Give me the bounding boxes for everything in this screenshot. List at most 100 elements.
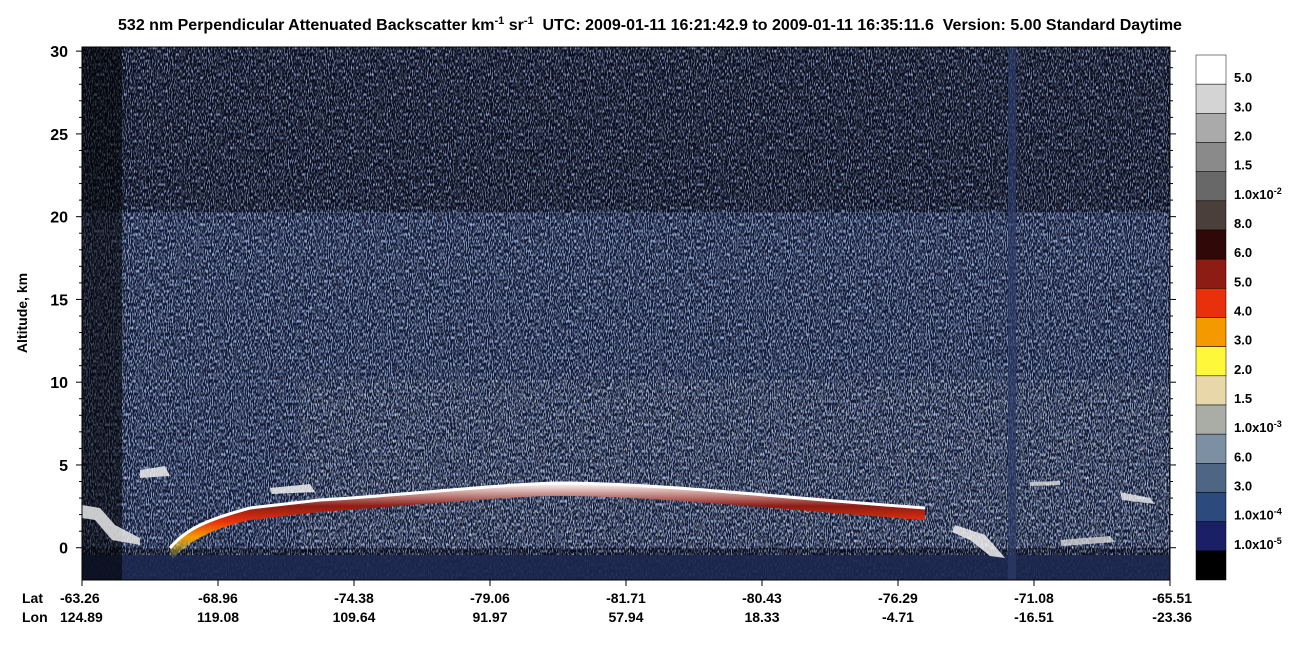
x-tick-label: 119.08: [197, 609, 239, 625]
y-tick-label: 15: [50, 292, 68, 309]
colorbar-label-text: 8.0: [1234, 216, 1252, 231]
colorbar-label-superscript: -3: [1274, 419, 1282, 429]
colorbar-label: 5.0: [1234, 274, 1252, 289]
cloud-feature: [1060, 536, 1115, 546]
colorbar-label: 1.0x10-3: [1234, 419, 1282, 435]
colorbar-swatch: [1195, 492, 1227, 522]
x-tick-label: -68.96: [198, 590, 238, 606]
colorbar-label: 6.0: [1234, 245, 1252, 260]
colorbar-swatch: [1195, 433, 1227, 464]
colorbar-label: 3.0: [1234, 333, 1252, 348]
colorbar-label-text: 1.0x10: [1234, 508, 1274, 523]
colorbar-label: 4.0: [1234, 304, 1252, 319]
colorbar-label-superscript: -4: [1274, 507, 1282, 517]
y-tick-label: 0: [59, 541, 68, 558]
data-gap-stripe: [1008, 47, 1016, 580]
title-superscript: -1: [494, 15, 504, 27]
x-tick-label: -23.36: [1152, 609, 1192, 625]
x-tick-label: -71.08: [1014, 590, 1054, 606]
colorbar-swatch: [1195, 346, 1227, 377]
x-tick-label: -65.51: [1152, 590, 1192, 606]
x-tick-label: -16.51: [1014, 609, 1054, 625]
colorbar-swatch: [1195, 463, 1227, 493]
title-part: 532 nm Perpendicular Attenuated Backscat…: [118, 17, 494, 34]
cloud-feature: [1030, 481, 1060, 486]
x-row-name: Lon: [22, 609, 48, 625]
colorbar-label: 8.0: [1234, 216, 1252, 231]
colorbar-label: 1.5: [1234, 391, 1252, 406]
colorbar-label: 3.0: [1234, 99, 1252, 114]
colorbar-label: 1.0x10-5: [1234, 536, 1282, 552]
subsurface: [82, 555, 1170, 580]
colorbar-label: 1.0x10-4: [1234, 507, 1282, 523]
colorbar-label: 1.5: [1234, 158, 1252, 173]
title-superscript: -1: [524, 15, 534, 27]
cloud-feature: [140, 466, 170, 478]
x-tick-label: 91.97: [472, 609, 507, 625]
colorbar-label-text: 1.0x10: [1234, 420, 1274, 435]
x-tick-label: 18.33: [744, 609, 779, 625]
colorbar-label-text: 3.0: [1234, 479, 1252, 494]
colorbar-swatch: [1195, 521, 1227, 552]
cloud-feature: [952, 525, 1005, 558]
cloud-feature: [270, 484, 315, 494]
colorbar-swatch: [1195, 142, 1227, 172]
colorbar-label: 2.0: [1234, 362, 1252, 377]
colorbar-swatch: [1195, 54, 1227, 85]
cloud-feature: [82, 505, 140, 545]
colorbar-swatch: [1195, 229, 1227, 260]
colorbar-swatch: [1195, 113, 1227, 143]
colorbar-label-text: 1.0x10: [1234, 537, 1274, 552]
colorbar-swatch: [1195, 200, 1227, 231]
colorbar-swatch: [1195, 171, 1227, 202]
colorbar-label-text: 2.0: [1234, 362, 1252, 377]
colorbar-label-text: 6.0: [1234, 245, 1252, 260]
colorbar-swatch: [1195, 550, 1227, 581]
colorbar-label-text: 1.5: [1234, 158, 1252, 173]
surface-line: [168, 481, 926, 549]
title-part: sr: [504, 17, 524, 34]
colorbar-label: 1.0x10-2: [1234, 186, 1282, 202]
colorbar-swatch: [1195, 83, 1227, 114]
colorbar-label-superscript: -2: [1274, 186, 1282, 196]
colorbar-label-text: 6.0: [1234, 449, 1252, 464]
colorbar-swatch: [1195, 317, 1227, 347]
x-tick-label: 57.94: [608, 609, 643, 625]
x-tick-label: 109.64: [333, 609, 376, 625]
y-tick-label: 25: [50, 127, 68, 144]
x-tick-label: -81.71: [606, 590, 646, 606]
x-tick-label: -79.06: [470, 590, 510, 606]
x-tick-label: -74.38: [334, 590, 374, 606]
x-tick-label: -76.29: [878, 590, 918, 606]
cloud-feature: [1120, 492, 1155, 504]
colorbar-swatch: [1195, 288, 1227, 318]
x-tick-label: -4.71: [882, 609, 914, 625]
colorbar-label-text: 5.0: [1234, 274, 1252, 289]
y-tick-label: 5: [59, 458, 68, 475]
y-tick-label: 20: [50, 210, 68, 227]
surface-return: [170, 482, 925, 560]
backscatter-texture: [300, 380, 1170, 548]
colorbar: 5.03.02.01.51.0x10-28.06.05.04.03.02.01.…: [1195, 54, 1282, 581]
x-tick-label: -80.43: [742, 590, 782, 606]
colorbar-swatch: [1195, 375, 1227, 406]
x-tick-label: 124.89: [60, 609, 103, 625]
y-tick-label: 10: [50, 375, 68, 392]
colorbar-swatch: [1195, 258, 1227, 289]
chart-title: 532 nm Perpendicular Attenuated Backscat…: [118, 15, 1182, 34]
colorbar-label-text: 5.0: [1234, 70, 1252, 85]
colorbar-label-superscript: -5: [1274, 536, 1282, 546]
y-axis-label: Altitude, km: [14, 273, 30, 353]
colorbar-swatch: [1195, 404, 1227, 435]
colorbar-label-text: 1.5: [1234, 391, 1252, 406]
colorbar-label-text: 4.0: [1234, 304, 1252, 319]
plot-area: [81, 46, 1171, 581]
colorbar-label: 3.0: [1234, 479, 1252, 494]
colorbar-label-text: 3.0: [1234, 333, 1252, 348]
axes: 0 5 10 15 20 25 30 Lat -63.26 -68.96 -74.38 -79.06 -…: [22, 44, 1192, 625]
colorbar-label: 6.0: [1234, 449, 1252, 464]
colorbar-label-text: 1.0x10: [1234, 187, 1274, 202]
title-part: UTC: 2009-01-11 16:21:42.9 to 2009-01-11…: [534, 17, 1182, 34]
colorbar-label-text: 2.0: [1234, 129, 1252, 144]
